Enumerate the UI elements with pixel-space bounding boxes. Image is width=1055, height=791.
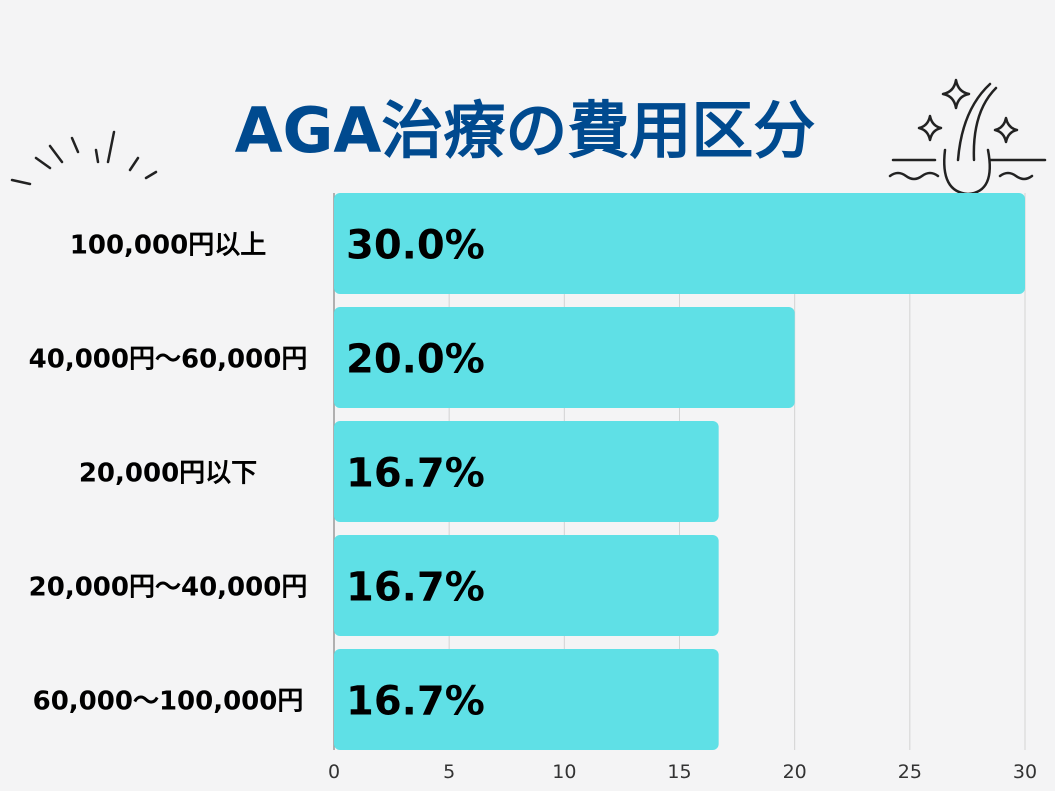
bar bbox=[334, 535, 719, 636]
x-tick-label: 20 bbox=[783, 761, 807, 783]
bars: 30.0% 20.0% 16.7% 16.7% 16.7% bbox=[334, 193, 1025, 750]
category-label: 40,000円〜60,000円 bbox=[29, 345, 308, 375]
bar-data-label: 16.7% bbox=[346, 565, 485, 611]
category-label: 20,000円以下 bbox=[79, 459, 257, 489]
x-tick-label: 5 bbox=[443, 761, 455, 783]
x-tick-label: 30 bbox=[1013, 761, 1037, 783]
category-labels: 100,000円以上 40,000円〜60,000円 20,000円以下 20,000… bbox=[29, 231, 308, 717]
bar bbox=[334, 421, 719, 522]
bar-data-label: 20.0% bbox=[346, 337, 485, 383]
bar bbox=[334, 193, 1025, 294]
category-label: 100,000円以上 bbox=[70, 231, 266, 261]
category-label: 20,000円〜40,000円 bbox=[29, 573, 308, 603]
chart-title: AGA治療の費用区分 bbox=[235, 94, 816, 167]
bar-data-label: 16.7% bbox=[346, 451, 485, 497]
x-axis-ticks: 0 5 10 15 20 25 30 bbox=[328, 761, 1037, 783]
x-tick-label: 0 bbox=[328, 761, 340, 783]
x-tick-label: 25 bbox=[898, 761, 922, 783]
sparkle-lines-icon bbox=[10, 130, 158, 186]
hair-follicle-icon bbox=[888, 78, 1047, 196]
category-label: 60,000〜100,000円 bbox=[33, 687, 304, 717]
bar-data-label: 30.0% bbox=[346, 223, 485, 269]
bar bbox=[334, 307, 795, 408]
x-tick-label: 10 bbox=[552, 761, 576, 783]
x-tick-label: 15 bbox=[667, 761, 691, 783]
bar bbox=[334, 649, 719, 750]
bar-data-label: 16.7% bbox=[346, 679, 485, 725]
